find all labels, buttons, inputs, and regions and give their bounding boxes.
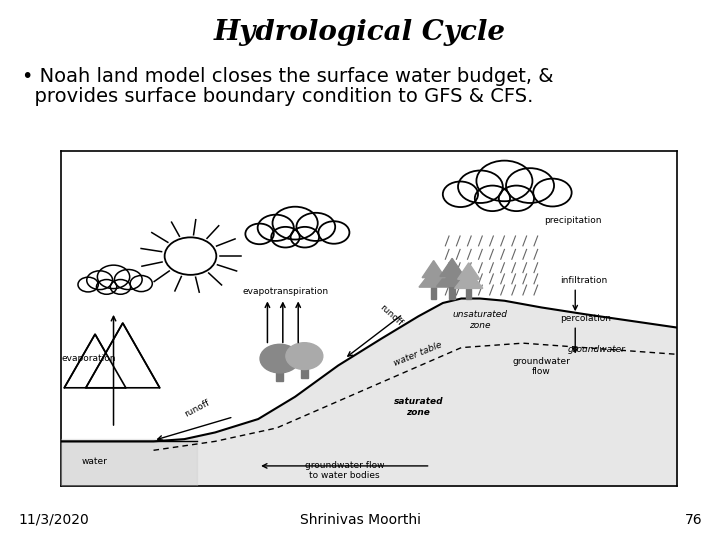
Text: Hydrological Cycle: Hydrological Cycle [214,19,506,46]
Text: runoff: runoff [182,398,211,419]
Polygon shape [436,266,467,286]
Circle shape [318,221,349,244]
Polygon shape [86,323,160,388]
Polygon shape [64,334,126,388]
Circle shape [246,224,274,244]
Polygon shape [61,439,197,486]
Circle shape [443,181,478,207]
Circle shape [78,277,99,292]
Bar [301,366,307,378]
Polygon shape [419,268,449,287]
Circle shape [114,269,142,289]
Circle shape [506,168,554,203]
Polygon shape [422,261,445,278]
Text: evapotranspiration: evapotranspiration [243,287,329,296]
Text: 11/3/2020: 11/3/2020 [18,512,89,526]
Text: runoff: runoff [377,302,404,327]
Text: groundwater
flow: groundwater flow [513,357,570,376]
Circle shape [110,280,130,294]
Bar [276,369,283,381]
Circle shape [458,171,503,203]
Circle shape [477,160,533,201]
Text: provides surface boundary condition to GFS & CFS.: provides surface boundary condition to G… [22,87,533,106]
Circle shape [297,213,336,241]
Text: precipitation: precipitation [544,215,602,225]
Circle shape [130,275,153,292]
Text: 76: 76 [685,512,702,526]
Text: percolation: percolation [560,314,611,323]
Text: water: water [82,457,108,465]
Circle shape [97,265,130,288]
Text: Shrinivas Moorthi: Shrinivas Moorthi [300,512,420,526]
Polygon shape [440,258,464,276]
Bar [431,287,436,299]
Text: unsaturated
zone: unsaturated zone [452,310,508,329]
Text: evaporation: evaporation [62,354,116,363]
Bar [467,288,472,299]
Circle shape [96,280,117,294]
Circle shape [534,179,572,206]
Text: groundwater: groundwater [568,345,626,354]
Circle shape [271,227,300,247]
Circle shape [86,271,112,289]
Text: saturated
zone: saturated zone [393,397,443,416]
Circle shape [286,343,323,369]
Circle shape [165,238,216,275]
Text: infiltration: infiltration [560,276,607,285]
Text: • Noah land model closes the surface water budget, &: • Noah land model closes the surface wat… [22,68,553,86]
Circle shape [258,215,294,241]
Circle shape [260,345,300,373]
Bar [449,286,455,299]
Text: groundwater flow
to water bodies: groundwater flow to water bodies [305,461,384,480]
Circle shape [291,227,319,247]
Polygon shape [454,270,483,288]
Circle shape [474,186,510,211]
Circle shape [499,186,534,211]
Polygon shape [458,263,480,279]
Text: water table: water table [393,340,444,368]
Circle shape [272,207,318,240]
